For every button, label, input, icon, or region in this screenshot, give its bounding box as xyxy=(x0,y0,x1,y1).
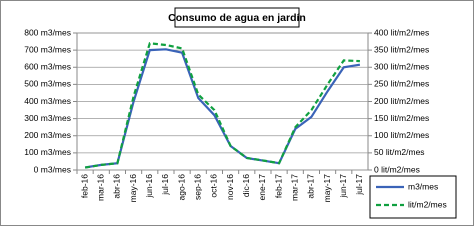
legend-box xyxy=(369,175,457,219)
y2-tick-label: 50 lit/m2/mes xyxy=(374,147,425,157)
y-tick-label: 600 m3/mes xyxy=(24,62,71,72)
y-tick-label: 400 m3/mes xyxy=(24,96,71,106)
x-tick-label: ago-16 xyxy=(176,174,186,201)
y2-tick-label: 100 lit/m2/mes xyxy=(374,130,429,140)
x-tick-label: abr-17 xyxy=(306,174,316,199)
y2-tick-label: 300 lit/m2/mes xyxy=(374,62,429,72)
y-tick-label: 200 m3/mes xyxy=(24,130,71,140)
y2-tick-label: 200 lit/m2/mes xyxy=(374,96,429,106)
x-tick-label: jul-17 xyxy=(354,174,364,196)
data-line xyxy=(84,42,360,169)
x-tick-label: may-17 xyxy=(322,174,332,203)
legend-label: lit/m2/mes xyxy=(408,199,447,209)
x-tick-label: nov-16 xyxy=(225,174,235,200)
x-tick-label: ene-17 xyxy=(257,174,267,201)
y2-tick-label: 0 lit/m2/mes xyxy=(374,164,420,174)
x-tick-label: feb-16 xyxy=(79,174,89,198)
x-tick-label: dic-16 xyxy=(241,174,251,197)
x-tick-label: jun-17 xyxy=(338,174,348,199)
y2-tick-label: 250 lit/m2/mes xyxy=(374,79,429,89)
y-tick-label: 0 m3/mes xyxy=(34,164,71,174)
chart-title: Consumo de agua en jardín xyxy=(168,12,306,24)
chart: Consumo de agua en jardín 0 m3/mes 100 m3… xyxy=(0,0,474,226)
x-tick-label: feb-17 xyxy=(273,174,283,198)
x-tick-label: sep-16 xyxy=(193,174,203,200)
legend-label: m3/mes xyxy=(408,181,438,191)
y2-tick-label: 400 lit/m2/mes xyxy=(374,27,429,37)
title-box xyxy=(174,7,300,28)
x-tick-label: may-16 xyxy=(128,174,138,203)
y-tick-label: 100 m3/mes xyxy=(24,147,71,157)
x-tick-label: jun-16 xyxy=(144,174,154,199)
y-tick-label: 300 m3/mes xyxy=(24,113,71,123)
y2-tick-label: 350 lit/m2/mes xyxy=(374,44,429,54)
y-tick-label: 700 m3/mes xyxy=(24,44,71,54)
y-tick-label: 500 m3/mes xyxy=(24,79,71,89)
x-tick-label: oct-16 xyxy=(209,174,219,198)
x-tick-label: mar-16 xyxy=(96,174,106,201)
y-tick-label: 800 m3/mes xyxy=(24,27,71,37)
x-tick-label: mar-17 xyxy=(290,174,300,201)
x-tick-label: abr-16 xyxy=(112,174,122,199)
y2-tick-label: 150 lit/m2/mes xyxy=(374,113,429,123)
x-tick-label: jul-16 xyxy=(160,174,170,196)
